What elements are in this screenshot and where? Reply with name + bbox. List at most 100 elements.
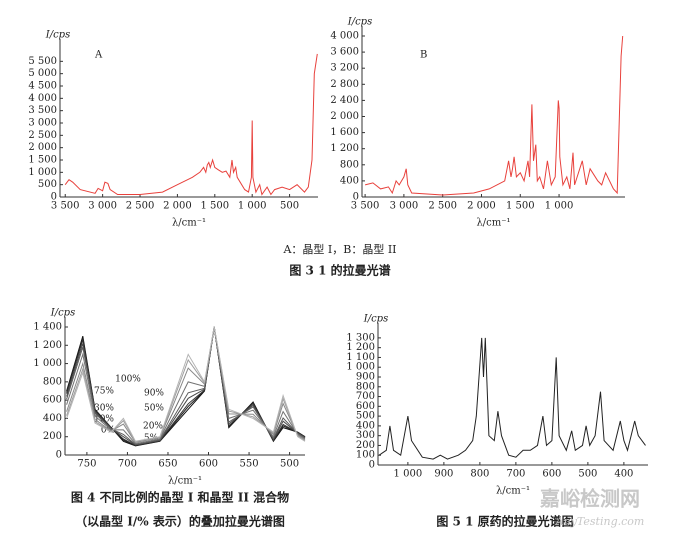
y-tick-label: 1 200 — [330, 143, 359, 154]
series-label: 20% — [143, 422, 163, 432]
y-tick-label: 400 — [340, 175, 359, 186]
y-tick-label: 5 000 — [28, 68, 57, 79]
y-tick-label: 1 600 — [330, 127, 359, 138]
spectrum-line — [66, 326, 306, 443]
y-tick-label: 800 — [356, 381, 375, 392]
spectrum-line — [66, 326, 306, 446]
x-tick-label: 2 500 — [126, 201, 155, 212]
y-tick-label: 1 100 — [346, 352, 375, 363]
y-tick-label: 3 000 — [28, 118, 57, 129]
x-tick-label: 650 — [158, 459, 177, 470]
y-tick-label: 500 — [38, 179, 57, 190]
y-tick-label: 900 — [356, 372, 375, 383]
y-tick-label: 400 — [356, 420, 375, 431]
spectrum-line — [66, 326, 306, 442]
x-tick-label: 500 — [578, 469, 597, 480]
y-tick-label: 1 000 — [346, 362, 375, 373]
y-tick-label: 1 000 — [28, 167, 57, 178]
y-tick-label: 800 — [43, 376, 62, 387]
y-tick-label: 600 — [356, 401, 375, 412]
y-tick-label: 3 200 — [330, 63, 359, 74]
x-tick-label: 500 — [280, 459, 299, 470]
x-axis-label: λ/cm⁻¹ — [496, 486, 530, 497]
x-tick-label: 2 000 — [467, 201, 496, 212]
spectrum-line — [378, 337, 646, 460]
series-label: 10% — [94, 415, 114, 425]
x-tick-label: 1 500 — [200, 201, 229, 212]
y-tick-label: 2 800 — [330, 79, 359, 90]
series-label: 30% — [94, 404, 114, 414]
figure-caption: 图 5 1 原药的拉曼光谱图 — [436, 514, 573, 529]
spectrum-line — [364, 35, 624, 196]
y-tick-label: 1 300 — [346, 332, 375, 343]
y-tick-label: 1 000 — [33, 358, 62, 369]
y-axis-label: I/cps — [347, 17, 372, 28]
y-tick-label: 400 — [43, 413, 62, 424]
y-tick-label: 1 200 — [33, 340, 62, 351]
x-tick-label: 3 000 — [390, 201, 419, 212]
series-label: 90% — [144, 389, 164, 399]
figure-caption: 图 3 1 的拉曼光谱 — [289, 263, 390, 278]
y-tick-label: 1 400 — [33, 322, 62, 333]
y-axis-label: I/cps — [50, 308, 75, 319]
x-tick-label: 750 — [77, 459, 96, 470]
y-tick-label: 2 500 — [28, 130, 57, 141]
x-tick-label: 800 — [470, 469, 489, 480]
spectrum-line — [66, 326, 306, 446]
y-tick-label: 4 000 — [28, 93, 57, 104]
x-tick-label: 1 500 — [506, 201, 535, 212]
y-tick-label: 700 — [356, 391, 375, 402]
panel-label: A — [94, 50, 103, 61]
y-tick-label: 0 — [56, 450, 62, 461]
x-tick-label: 1 000 — [394, 469, 423, 480]
x-tick-label: 1 000 — [545, 201, 574, 212]
x-tick-label: 550 — [240, 459, 259, 470]
x-axis-label: λ/cm⁻¹ — [476, 218, 510, 229]
y-tick-label: 3 500 — [28, 105, 57, 116]
x-tick-label: 2 500 — [428, 201, 457, 212]
y-tick-label: 0 — [369, 460, 375, 471]
y-tick-label: 4 500 — [28, 81, 57, 92]
series-label: 50% — [144, 404, 164, 414]
y-tick-label: 0 — [353, 192, 359, 203]
x-tick-label: 3 000 — [88, 201, 117, 212]
series-label: 100% — [115, 375, 141, 385]
x-tick-label: 400 — [614, 469, 633, 480]
y-axis-label: I/cps — [45, 30, 70, 41]
y-tick-label: 500 — [356, 411, 375, 422]
y-tick-label: 3 600 — [330, 47, 359, 58]
x-tick-label: 3 500 — [51, 201, 80, 212]
y-tick-label: 600 — [43, 395, 62, 406]
y-tick-label: 200 — [43, 431, 62, 442]
y-tick-label: 2 000 — [330, 111, 359, 122]
figure-caption: 图 4 不同比例的晶型 I 和晶型 II 混合物 — [71, 490, 289, 505]
spectrum-line — [66, 326, 306, 446]
panel-label: B — [420, 50, 427, 61]
y-tick-label: 1 500 — [28, 155, 57, 166]
y-tick-label: 2 400 — [330, 95, 359, 106]
x-tick-label: 3 500 — [351, 201, 380, 212]
x-axis-label: λ/cm⁻¹ — [168, 476, 202, 487]
x-tick-label: 900 — [434, 469, 453, 480]
y-tick-label: 300 — [356, 430, 375, 441]
y-tick-label: 4 000 — [330, 31, 359, 42]
y-tick-label: 1 200 — [346, 342, 375, 353]
x-tick-label: 700 — [506, 469, 525, 480]
series-label: 75% — [94, 387, 114, 397]
y-tick-label: 200 — [356, 440, 375, 451]
y-tick-label: 0 — [51, 192, 57, 203]
x-tick-label: 700 — [118, 459, 137, 470]
x-tick-label: 1 000 — [238, 201, 267, 212]
x-tick-label: 500 — [280, 201, 299, 212]
x-axis-label: λ/cm⁻¹ — [172, 218, 206, 229]
watermark: 嘉峪检测网 — [539, 487, 640, 511]
x-tick-label: 2 000 — [163, 201, 192, 212]
y-axis-label: I/cps — [363, 314, 388, 325]
y-tick-label: 5 500 — [28, 56, 57, 67]
spectrum-line — [64, 53, 318, 196]
spectrum-line — [66, 326, 306, 445]
y-tick-label: 100 — [356, 450, 375, 461]
figure-note: A：晶型 I，B：晶型 II — [282, 242, 396, 256]
y-tick-label: 2 000 — [28, 142, 57, 153]
